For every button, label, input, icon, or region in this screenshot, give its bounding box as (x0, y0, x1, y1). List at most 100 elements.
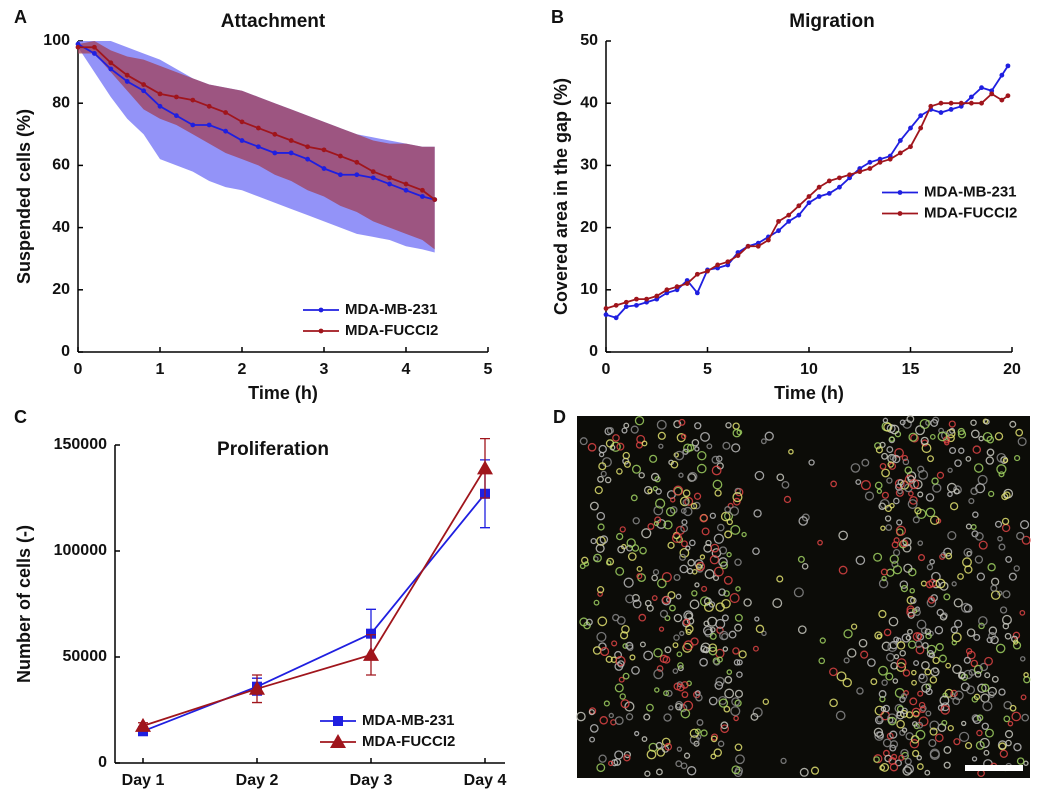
cell (683, 752, 691, 759)
cell (641, 528, 652, 539)
cell (907, 499, 918, 510)
data-point (272, 150, 278, 156)
cell (781, 480, 790, 489)
data-point (928, 103, 934, 109)
cell (679, 553, 687, 561)
data-point (305, 144, 310, 150)
cell (625, 641, 634, 650)
data-point (249, 680, 265, 695)
panel-label: B (551, 7, 564, 27)
cell (734, 699, 742, 707)
data-point (354, 172, 360, 178)
cell (636, 434, 646, 444)
cell (724, 676, 733, 684)
cell (948, 446, 957, 455)
cell (948, 420, 956, 428)
cell (896, 658, 907, 669)
x-tick-label: 2 (238, 361, 247, 378)
cell (881, 679, 888, 686)
chart-title: Proliferation (217, 439, 329, 460)
cell (1001, 517, 1010, 526)
y-tick-label: 80 (52, 94, 70, 111)
y-tick-label: 0 (61, 343, 70, 360)
cell (710, 735, 718, 743)
cell (909, 739, 920, 749)
data-point (634, 296, 639, 302)
cell (716, 656, 723, 663)
legend-label: MDA-FUCCI2 (362, 733, 455, 750)
series-line (142, 467, 486, 727)
cell (914, 507, 922, 515)
cell (701, 527, 710, 536)
cell (704, 569, 715, 580)
cell (920, 436, 929, 446)
cell (922, 642, 929, 649)
cell (876, 716, 883, 723)
cell (638, 472, 645, 479)
cell (1012, 631, 1021, 640)
cell (909, 597, 917, 604)
cell (682, 489, 691, 498)
cell (731, 697, 741, 707)
cell (838, 530, 849, 541)
cell (819, 637, 826, 644)
data-point (755, 243, 761, 249)
cell (672, 668, 679, 674)
cell (680, 540, 688, 548)
cell (614, 716, 624, 726)
cell (700, 642, 711, 653)
cell (760, 438, 767, 445)
data-point (826, 190, 832, 196)
data-point (938, 110, 944, 115)
cell (970, 419, 977, 427)
cell (952, 664, 962, 675)
cell (917, 491, 924, 498)
cell (957, 427, 965, 436)
cell (908, 490, 914, 497)
cell (1001, 493, 1009, 501)
cell (734, 689, 744, 698)
cell (679, 630, 685, 637)
cell (976, 729, 983, 737)
cell (929, 720, 940, 731)
data-point (776, 228, 781, 234)
cell (752, 645, 759, 652)
cell (860, 480, 871, 491)
cell (1011, 635, 1019, 643)
cell (917, 554, 926, 562)
data-point (603, 312, 609, 318)
cell (734, 487, 742, 495)
cell (963, 669, 973, 680)
cell (684, 496, 694, 506)
cell (900, 693, 908, 700)
cell (712, 479, 723, 490)
cell (619, 693, 626, 700)
cell (988, 691, 995, 699)
cell (945, 552, 953, 560)
cell (619, 526, 626, 533)
cell (889, 436, 895, 442)
cell (681, 691, 689, 699)
cell (683, 506, 693, 517)
cell (699, 514, 708, 523)
cell (1019, 656, 1026, 662)
cell (929, 558, 935, 565)
cell (615, 532, 624, 541)
cell (657, 578, 667, 589)
cell (897, 479, 904, 486)
cell (656, 665, 664, 672)
cell (930, 418, 939, 427)
cell (734, 623, 743, 632)
data-point (190, 97, 196, 103)
cell (623, 754, 631, 762)
cell (726, 669, 733, 675)
cell (970, 487, 979, 496)
cell (682, 642, 693, 653)
cell (596, 511, 606, 521)
cell (723, 575, 733, 585)
y-axis-label: Number of cells (-) (14, 525, 34, 683)
data-point (387, 181, 392, 187)
cell (912, 721, 918, 727)
data-point (420, 187, 425, 193)
x-axis-label: Time (h) (248, 383, 318, 403)
